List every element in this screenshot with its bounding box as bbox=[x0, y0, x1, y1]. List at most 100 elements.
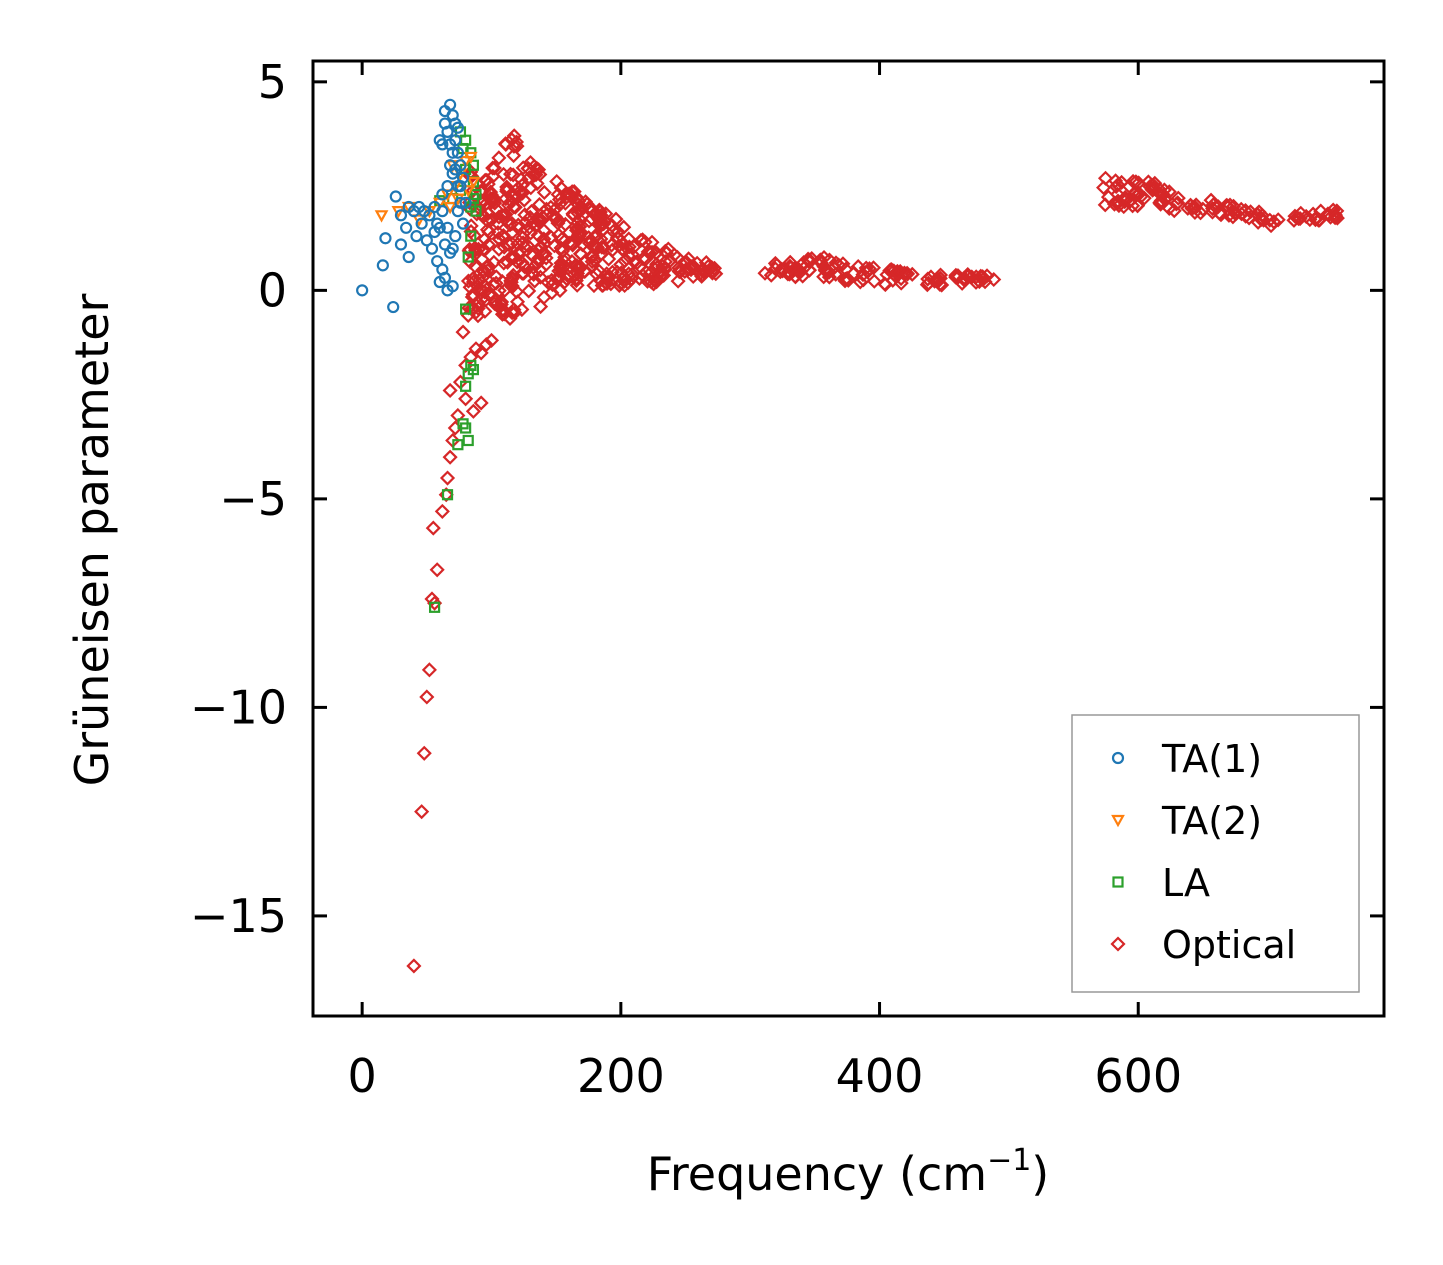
data-point-optical bbox=[536, 222, 552, 239]
data-point-optical bbox=[620, 275, 636, 291]
data-point-optical bbox=[1218, 198, 1234, 214]
data-point-optical bbox=[621, 266, 637, 282]
legend-marker bbox=[1112, 876, 1124, 888]
data-point-optical bbox=[547, 201, 564, 217]
data-point-ta1 bbox=[394, 238, 408, 251]
data-point-optical bbox=[1114, 174, 1130, 190]
data-point-optical bbox=[442, 449, 458, 465]
data-point-optical bbox=[463, 301, 479, 317]
legend-label: LA bbox=[1162, 861, 1210, 905]
legend-item-ta2: TA(2) bbox=[1111, 799, 1262, 843]
data-point-optical bbox=[821, 269, 837, 285]
data-point-optical bbox=[480, 176, 496, 192]
data-point-optical bbox=[557, 274, 573, 290]
data-point-optical bbox=[1183, 198, 1199, 214]
data-point-optical bbox=[831, 257, 847, 273]
data-point-optical bbox=[1152, 182, 1168, 198]
data-point-optical bbox=[515, 225, 532, 242]
data-point-optical bbox=[532, 166, 548, 183]
data-point-optical bbox=[483, 184, 499, 200]
data-point-optical bbox=[531, 211, 547, 228]
data-point-optical bbox=[486, 160, 502, 176]
data-point-optical bbox=[835, 256, 851, 272]
data-point-optical bbox=[523, 203, 540, 220]
y-axis-title: Grüneisen parameter bbox=[65, 293, 119, 786]
data-point-optical bbox=[595, 277, 611, 293]
data-point-optical bbox=[468, 245, 485, 261]
data-point-optical bbox=[530, 242, 547, 258]
data-point-optical bbox=[543, 199, 559, 215]
data-point-optical bbox=[536, 184, 552, 201]
data-point-optical bbox=[506, 128, 522, 144]
data-point-optical bbox=[434, 503, 450, 519]
data-point-optical bbox=[1329, 203, 1345, 219]
data-point-optical bbox=[421, 662, 437, 678]
data-point-optical bbox=[549, 173, 565, 190]
data-point-ta1 bbox=[387, 300, 400, 314]
data-point-optical bbox=[468, 304, 484, 320]
data-point-optical bbox=[473, 275, 489, 291]
data-point-optical bbox=[1170, 190, 1186, 206]
data-point-optical bbox=[506, 147, 522, 164]
data-point-optical bbox=[657, 243, 673, 259]
legend-marker bbox=[1111, 814, 1125, 828]
data-point-optical bbox=[416, 745, 432, 761]
data-point-ta1 bbox=[389, 190, 402, 203]
data-point-optical bbox=[591, 202, 607, 218]
data-point-ta1 bbox=[410, 230, 423, 243]
data-point-optical bbox=[474, 283, 491, 299]
data-point-optical bbox=[572, 224, 588, 240]
data-point-optical bbox=[919, 277, 935, 293]
data-point-optical bbox=[633, 232, 649, 248]
data-point-optical bbox=[1212, 205, 1228, 221]
data-point-optical bbox=[653, 262, 669, 278]
data-point-la bbox=[441, 489, 454, 501]
data-point-ta1 bbox=[436, 205, 449, 218]
data-point-ta1 bbox=[444, 138, 457, 151]
data-point-optical bbox=[1153, 193, 1169, 209]
y-tick-label: 5 bbox=[258, 55, 287, 109]
data-point-optical bbox=[425, 520, 441, 536]
data-point-ta1 bbox=[446, 280, 459, 293]
data-point-optical bbox=[1327, 207, 1344, 223]
data-point-optical bbox=[920, 271, 936, 287]
data-point-optical bbox=[657, 262, 673, 278]
x-axis-title-superscript: −1 bbox=[987, 1143, 1031, 1178]
legend-marker bbox=[1111, 751, 1125, 765]
data-point-optical bbox=[487, 295, 503, 312]
y-tick-label: 0 bbox=[258, 263, 287, 317]
data-point-optical bbox=[533, 299, 549, 315]
data-point-optical bbox=[491, 209, 507, 225]
data-point-optical bbox=[510, 217, 526, 233]
data-point-optical bbox=[510, 189, 526, 205]
data-point-optical bbox=[462, 279, 478, 295]
data-point-optical bbox=[442, 382, 458, 399]
data-point-ta1 bbox=[431, 255, 444, 268]
data-point-optical bbox=[960, 268, 976, 284]
data-point-optical bbox=[1238, 208, 1254, 224]
data-point-ta1 bbox=[449, 117, 462, 130]
data-point-optical bbox=[538, 250, 554, 266]
data-point-optical bbox=[700, 258, 716, 275]
data-point-optical bbox=[488, 275, 504, 291]
data-point-optical bbox=[1110, 194, 1126, 210]
data-point-optical bbox=[470, 241, 487, 257]
data-point-optical bbox=[476, 242, 492, 258]
data-point-optical bbox=[509, 138, 525, 154]
data-point-ta1 bbox=[428, 225, 441, 239]
data-point-ta1 bbox=[425, 242, 439, 255]
data-point-ta1 bbox=[420, 234, 433, 247]
data-point-optical bbox=[986, 271, 1002, 288]
data-point-optical bbox=[527, 273, 543, 289]
data-point-optical bbox=[503, 274, 519, 290]
data-point-optical bbox=[480, 258, 496, 274]
legend-item-ta1: TA(1) bbox=[1111, 737, 1262, 781]
data-point-optical bbox=[497, 282, 513, 298]
legend-label: TA(1) bbox=[1161, 737, 1262, 781]
data-point-optical bbox=[516, 258, 532, 274]
data-point-optical bbox=[584, 254, 600, 270]
data-point-optical bbox=[948, 269, 964, 285]
data-point-la bbox=[428, 601, 441, 613]
data-point-optical bbox=[485, 160, 501, 176]
data-point-optical bbox=[510, 180, 526, 196]
